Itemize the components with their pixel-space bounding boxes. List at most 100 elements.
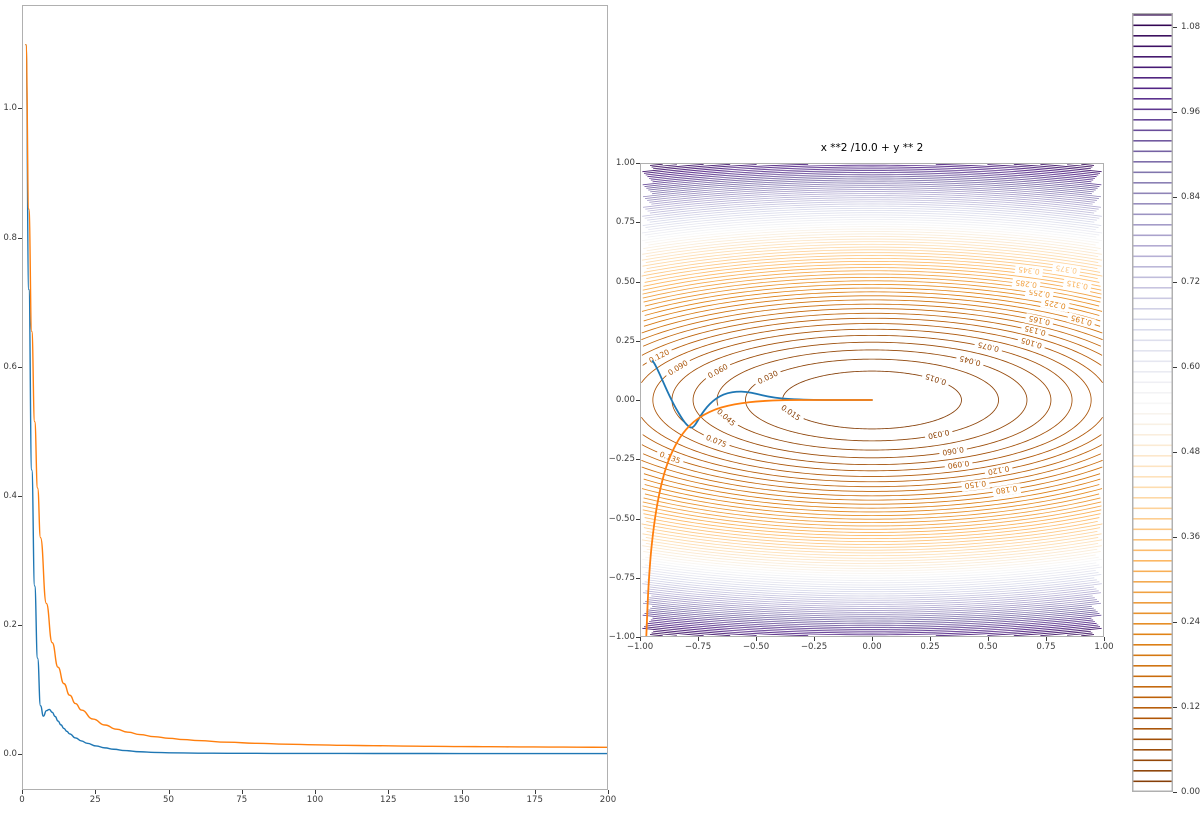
contour-line: [646, 537, 1098, 555]
contour-line: [644, 498, 1101, 523]
colorbar-tick-label: 0.36: [1181, 532, 1200, 543]
colorbar-band-bg: [1133, 76, 1172, 88]
contour-line: [648, 610, 1095, 622]
contour-x-tick: [1046, 637, 1047, 641]
colorbar-band: [1133, 591, 1172, 594]
colorbar-band-bg: [1133, 538, 1172, 550]
contour-line: [1040, 631, 1090, 635]
colorbar-band-bg: [1133, 591, 1172, 603]
contour-line: [648, 555, 1095, 571]
loss-x-tick-label: 0: [19, 795, 25, 805]
colorbar-band-bg: [1133, 706, 1172, 718]
colorbar-band: [1133, 581, 1172, 583]
colorbar-tick-label: 0.72: [1181, 277, 1200, 288]
contour-line: [643, 502, 1101, 526]
contour-line: [653, 164, 703, 168]
contour-line: [645, 518, 1100, 539]
contour-line: [642, 524, 1103, 545]
colorbar-band-bg: [1133, 14, 1172, 25]
contour-line: [647, 165, 1096, 176]
colorbar-band: [1133, 413, 1172, 415]
colorbar-band-bg: [1133, 675, 1172, 687]
colorbar-tick: [1173, 282, 1177, 284]
svg-text:0.090: 0.090: [666, 358, 689, 377]
colorbar-band-bg: [1133, 696, 1172, 708]
colorbar-band-bg: [1133, 738, 1172, 750]
contour-line: [1067, 165, 1092, 167]
contour-x-tick-label: −1.00: [626, 642, 654, 652]
colorbar-band-bg: [1133, 643, 1172, 655]
colorbar-band: [1133, 223, 1172, 226]
loss-curve-canvas: [23, 6, 607, 789]
colorbar-band: [1133, 518, 1172, 520]
loss-x-tick: [22, 790, 23, 794]
svg-text:0.315: 0.315: [1066, 278, 1089, 291]
contour-line: [646, 625, 808, 636]
contour-x-tick: [930, 637, 931, 641]
colorbar-band: [1133, 76, 1172, 79]
contour-line: [642, 255, 1103, 276]
loss-y-tick-label: 0.2: [3, 620, 17, 631]
contour-line: [650, 200, 1094, 213]
colorbar-band-bg: [1133, 308, 1172, 319]
colorbar-band: [1133, 118, 1172, 121]
contour-line: [644, 292, 1101, 321]
contour-y-tick: [636, 400, 640, 401]
contour-line: [649, 622, 1095, 633]
blue-loss: [26, 45, 607, 754]
colorbar-band-bg: [1133, 266, 1172, 277]
colorbar-band-bg: [1133, 150, 1172, 162]
contour-line: [651, 192, 1092, 205]
colorbar-band-bg: [1133, 360, 1172, 372]
contour-y-tick: [636, 340, 640, 342]
colorbar-tick-label: 0.12: [1181, 702, 1200, 713]
svg-text:0.180: 0.180: [995, 484, 1018, 496]
contour-line: [643, 603, 1101, 616]
colorbar-band-bg: [1133, 213, 1172, 225]
colorbar-band-bg: [1133, 560, 1172, 571]
contour-x-tick: [756, 637, 757, 641]
contour-line: [1067, 633, 1092, 635]
colorbar-band-bg: [1133, 349, 1172, 361]
loss-y-tick: [18, 625, 22, 627]
colorbar-band-bg: [1133, 223, 1172, 235]
contour-line: [642, 534, 1101, 553]
contour-line: [644, 474, 1100, 505]
contour-line: [936, 625, 1098, 636]
colorbar-band-bg: [1133, 665, 1172, 676]
colorbar-band: [1133, 192, 1172, 195]
contour-line: [642, 242, 1102, 261]
colorbar-band: [1133, 643, 1172, 646]
colorbar-band-bg: [1133, 686, 1172, 697]
colorbar-band-bg: [1133, 433, 1172, 445]
colorbar-band: [1133, 570, 1172, 573]
contour-line: [643, 318, 1102, 365]
colorbar-band: [1133, 161, 1172, 163]
colorbar-band-bg: [1133, 234, 1172, 246]
contour-line: [646, 176, 1097, 188]
contour-line: [641, 460, 1102, 496]
colorbar-band: [1133, 507, 1172, 510]
contour-x-tick-label: 0.75: [1036, 642, 1056, 652]
contour-line: [642, 247, 1101, 266]
colorbar-band-bg: [1133, 486, 1172, 498]
colorbar-band: [1133, 24, 1172, 27]
contour-line: [645, 174, 1100, 186]
contour-line: [644, 627, 757, 636]
loss-x-tick: [388, 790, 390, 794]
loss-curve-axes: [22, 5, 608, 790]
contour-line: [643, 506, 1102, 529]
colorbar-band-bg: [1133, 108, 1172, 120]
contour-line: [653, 171, 1092, 182]
contour-line: [717, 350, 1027, 450]
contour-label: 0.195: [1066, 312, 1097, 330]
colorbar-band: [1133, 308, 1172, 310]
loss-y-tick-label: 0.6: [3, 361, 17, 372]
contour-line: [645, 557, 1099, 573]
colorbar-band-bg: [1133, 612, 1172, 624]
contour-y-tick-label: −0.25: [608, 454, 635, 465]
contour-line: [643, 574, 1101, 589]
colorbar-band: [1133, 455, 1172, 457]
loss-y-tick: [18, 496, 22, 498]
contour-line: [645, 213, 1098, 228]
